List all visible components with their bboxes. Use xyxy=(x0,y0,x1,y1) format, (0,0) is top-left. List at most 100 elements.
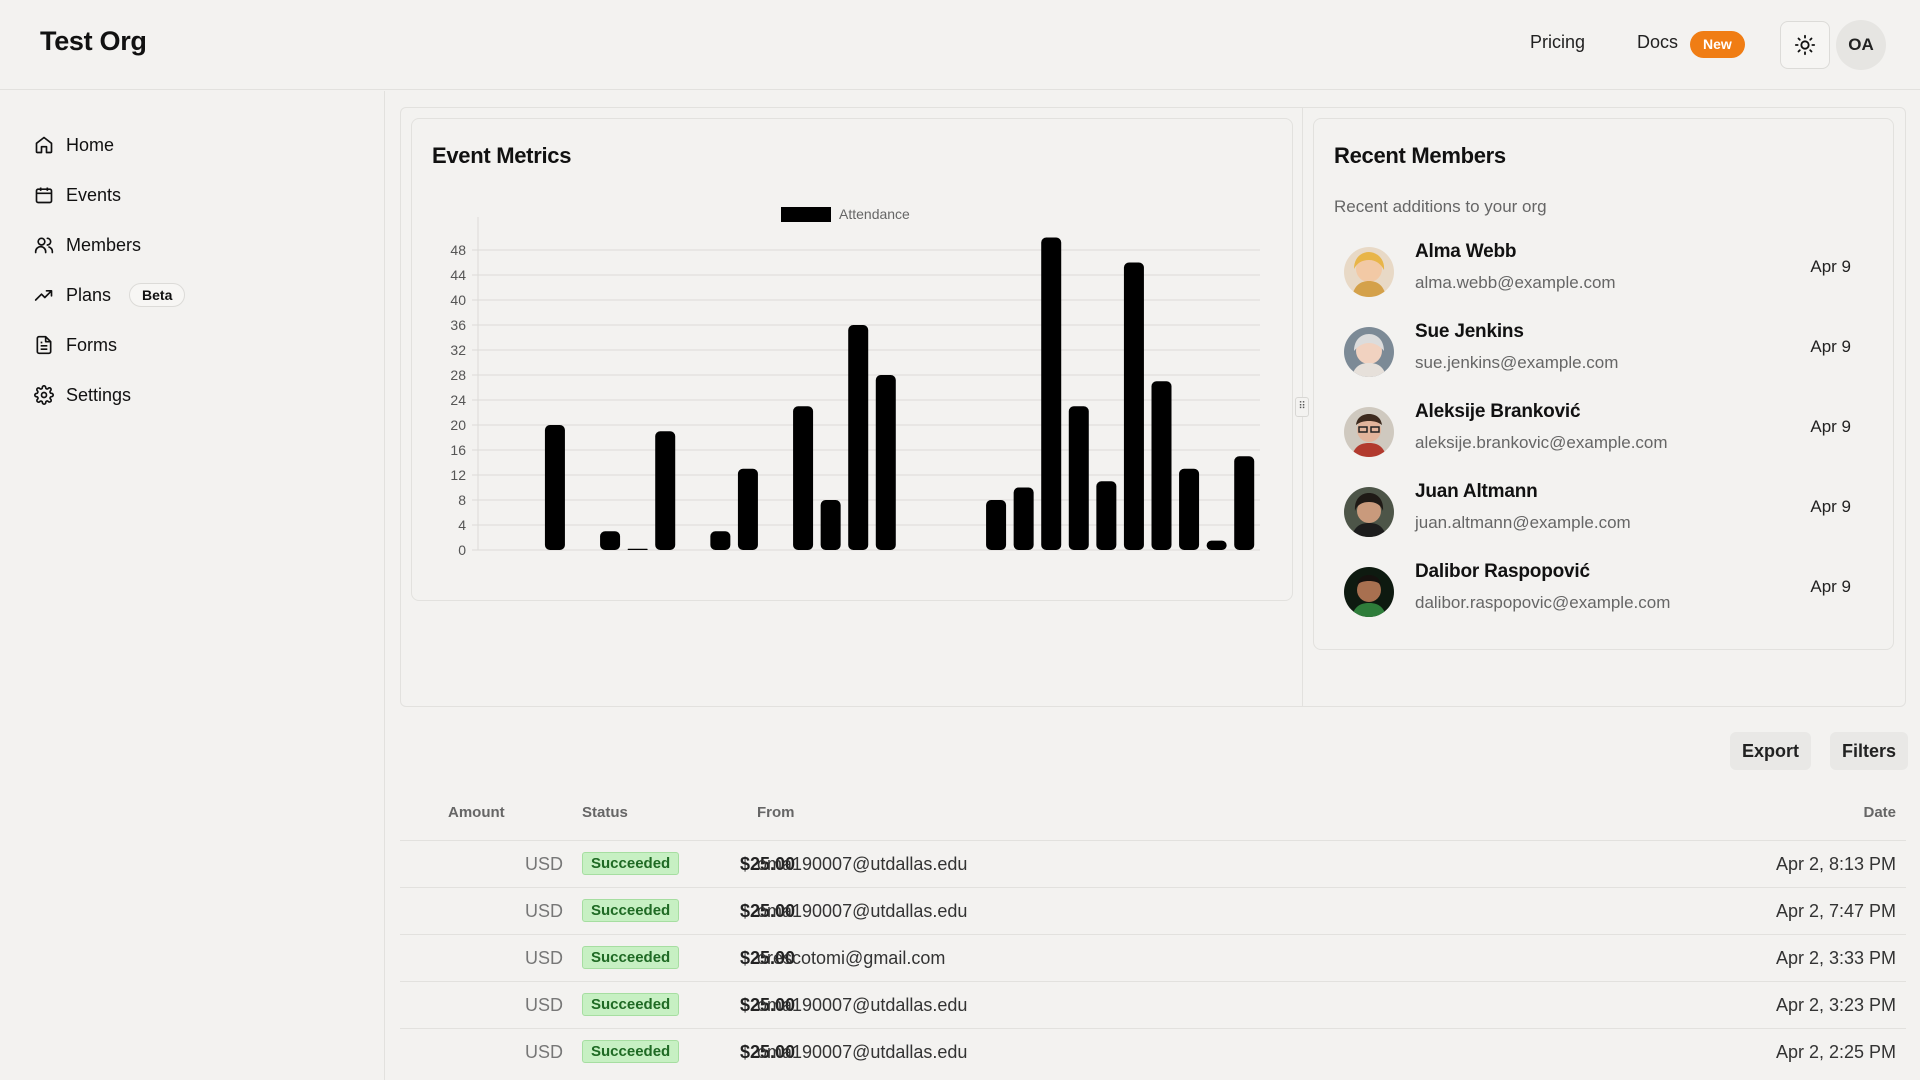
org-name[interactable]: Test Org xyxy=(40,26,147,56)
member-avatar xyxy=(1344,327,1394,377)
bar xyxy=(820,500,841,550)
y-tick-label: 4 xyxy=(458,517,466,533)
sidebar-item-forms[interactable]: Forms xyxy=(34,330,117,360)
y-tick-label: 12 xyxy=(450,467,466,483)
member-date: Apr 9 xyxy=(1810,337,1851,356)
member-name: Aleksije Branković xyxy=(1415,401,1581,422)
bar xyxy=(600,531,621,550)
bar xyxy=(1123,262,1144,550)
y-tick-label: 48 xyxy=(450,242,466,258)
docs-link[interactable]: Docs xyxy=(1637,32,1679,52)
currency-cell: USD xyxy=(525,854,564,874)
bar xyxy=(655,431,676,550)
sidebar-item-members[interactable]: Members xyxy=(34,230,141,260)
bar xyxy=(1179,468,1200,550)
amount-cell: $25.00 xyxy=(739,948,795,968)
y-tick-label: 32 xyxy=(450,342,466,358)
member-email: aleksije.brankovic@example.com xyxy=(1415,433,1668,452)
theme-toggle-button[interactable] xyxy=(1780,21,1830,69)
column-header-date[interactable]: Date xyxy=(1863,804,1896,821)
member-date: Apr 9 xyxy=(1810,257,1851,276)
sidebar-item-plans[interactable]: Plans Beta xyxy=(34,280,186,310)
y-tick-label: 8 xyxy=(458,492,466,508)
resize-handle[interactable]: ⠿ xyxy=(1295,397,1309,417)
status-badge: Succeeded xyxy=(582,993,680,1016)
column-header-status[interactable]: Status xyxy=(582,804,628,821)
sidebar-item-label: Home xyxy=(66,134,115,155)
from-cell: oma190007@utdallas.edu xyxy=(757,995,968,1015)
member-row[interactable]: Alma Webb alma.webb@example.com Apr 9 xyxy=(1314,237,1895,301)
member-name: Sue Jenkins xyxy=(1415,321,1524,342)
sidebar-item-label: Forms xyxy=(66,334,117,355)
top-header: Test Org Pricing Docs New OA xyxy=(0,0,1920,90)
y-tick-label: 36 xyxy=(450,317,466,333)
currency-cell: USD xyxy=(525,948,564,968)
y-tick-label: 0 xyxy=(458,542,466,558)
currency-cell: USD xyxy=(525,995,564,1015)
gear-icon xyxy=(34,385,54,405)
y-tick-label: 28 xyxy=(450,367,466,383)
recent-members-card: Recent Members Recent additions to your … xyxy=(1313,118,1894,650)
bar xyxy=(986,500,1007,550)
table-row[interactable]: $25.00 USD Succeeded oma190007@utdallas.… xyxy=(400,840,1906,887)
table-row[interactable]: $25.00 USD Succeeded oma190007@utdallas.… xyxy=(400,981,1906,1028)
recent-members-title: Recent Members xyxy=(1334,143,1506,168)
date-cell: Apr 2, 7:47 PM xyxy=(1775,901,1896,921)
member-date: Apr 9 xyxy=(1810,417,1851,436)
bar xyxy=(793,406,814,550)
user-avatar-button[interactable]: OA xyxy=(1836,20,1886,70)
bar xyxy=(1013,487,1034,550)
member-email: dalibor.raspopovic@example.com xyxy=(1415,593,1671,612)
bar xyxy=(544,425,565,550)
sidebar-item-label: Settings xyxy=(66,384,132,405)
member-row[interactable]: Juan Altmann juan.altmann@example.com Ap… xyxy=(1314,477,1895,541)
member-name: Juan Altmann xyxy=(1415,481,1538,502)
y-tick-label: 44 xyxy=(450,267,466,283)
member-avatar xyxy=(1344,567,1394,617)
member-avatar xyxy=(1344,247,1394,297)
status-badge: Succeeded xyxy=(582,946,680,969)
y-tick-label: 40 xyxy=(450,292,466,308)
from-cell: oma190007@utdallas.edu xyxy=(757,854,968,874)
sidebar-item-events[interactable]: Events xyxy=(34,180,121,210)
member-row[interactable]: Sue Jenkins sue.jenkins@example.com Apr … xyxy=(1314,317,1895,381)
export-button[interactable]: Export xyxy=(1730,732,1812,770)
sidebar-item-label: Members xyxy=(66,234,142,255)
date-cell: Apr 2, 3:33 PM xyxy=(1775,948,1896,968)
legend-label: Attendance xyxy=(839,206,910,222)
amount-cell: $25.00 xyxy=(739,995,795,1015)
file-text-icon xyxy=(36,335,52,355)
y-tick-label: 20 xyxy=(450,417,466,433)
date-cell: Apr 2, 8:13 PM xyxy=(1775,854,1896,874)
pricing-link[interactable]: Pricing xyxy=(1530,32,1586,52)
table-row[interactable]: $25.00 USD Succeeded orescotomi@gmail.co… xyxy=(400,934,1906,981)
sidebar-item-home[interactable]: Home xyxy=(34,130,114,160)
member-name: Dalibor Raspopović xyxy=(1415,561,1590,582)
home-icon xyxy=(35,136,53,154)
member-row[interactable]: Aleksije Branković aleksije.brankovic@ex… xyxy=(1314,397,1895,461)
sidebar-item-label: Plans xyxy=(66,284,112,305)
sidebar: Home Events Members Plans Beta Forms Set… xyxy=(0,91,385,1080)
column-header-amount[interactable]: Amount xyxy=(448,804,505,821)
amount-cell: $25.00 xyxy=(739,901,795,921)
member-row[interactable]: Dalibor Raspopović dalibor.raspopovic@ex… xyxy=(1314,557,1895,621)
y-tick-label: 16 xyxy=(450,442,466,458)
member-email: sue.jenkins@example.com xyxy=(1415,353,1619,372)
bar xyxy=(627,548,648,550)
beta-badge: Beta xyxy=(129,283,186,307)
table-row[interactable]: $25.00 USD Succeeded oma190007@utdallas.… xyxy=(400,887,1906,934)
bar xyxy=(737,468,758,550)
from-cell: oma190007@utdallas.edu xyxy=(757,901,968,921)
filters-button[interactable]: Filters xyxy=(1830,732,1909,770)
currency-cell: USD xyxy=(525,1042,564,1062)
date-cell: Apr 2, 3:23 PM xyxy=(1775,995,1896,1015)
table-row[interactable]: $25.00 USD Succeeded oma190007@utdallas.… xyxy=(400,1028,1906,1075)
member-date: Apr 9 xyxy=(1810,577,1851,596)
sidebar-item-label: Events xyxy=(66,184,122,205)
date-cell: Apr 2, 2:25 PM xyxy=(1775,1042,1896,1062)
y-tick-label: 24 xyxy=(450,392,466,408)
status-badge: Succeeded xyxy=(582,899,680,922)
column-header-from[interactable]: From xyxy=(757,804,795,821)
sidebar-item-settings[interactable]: Settings xyxy=(34,380,131,410)
